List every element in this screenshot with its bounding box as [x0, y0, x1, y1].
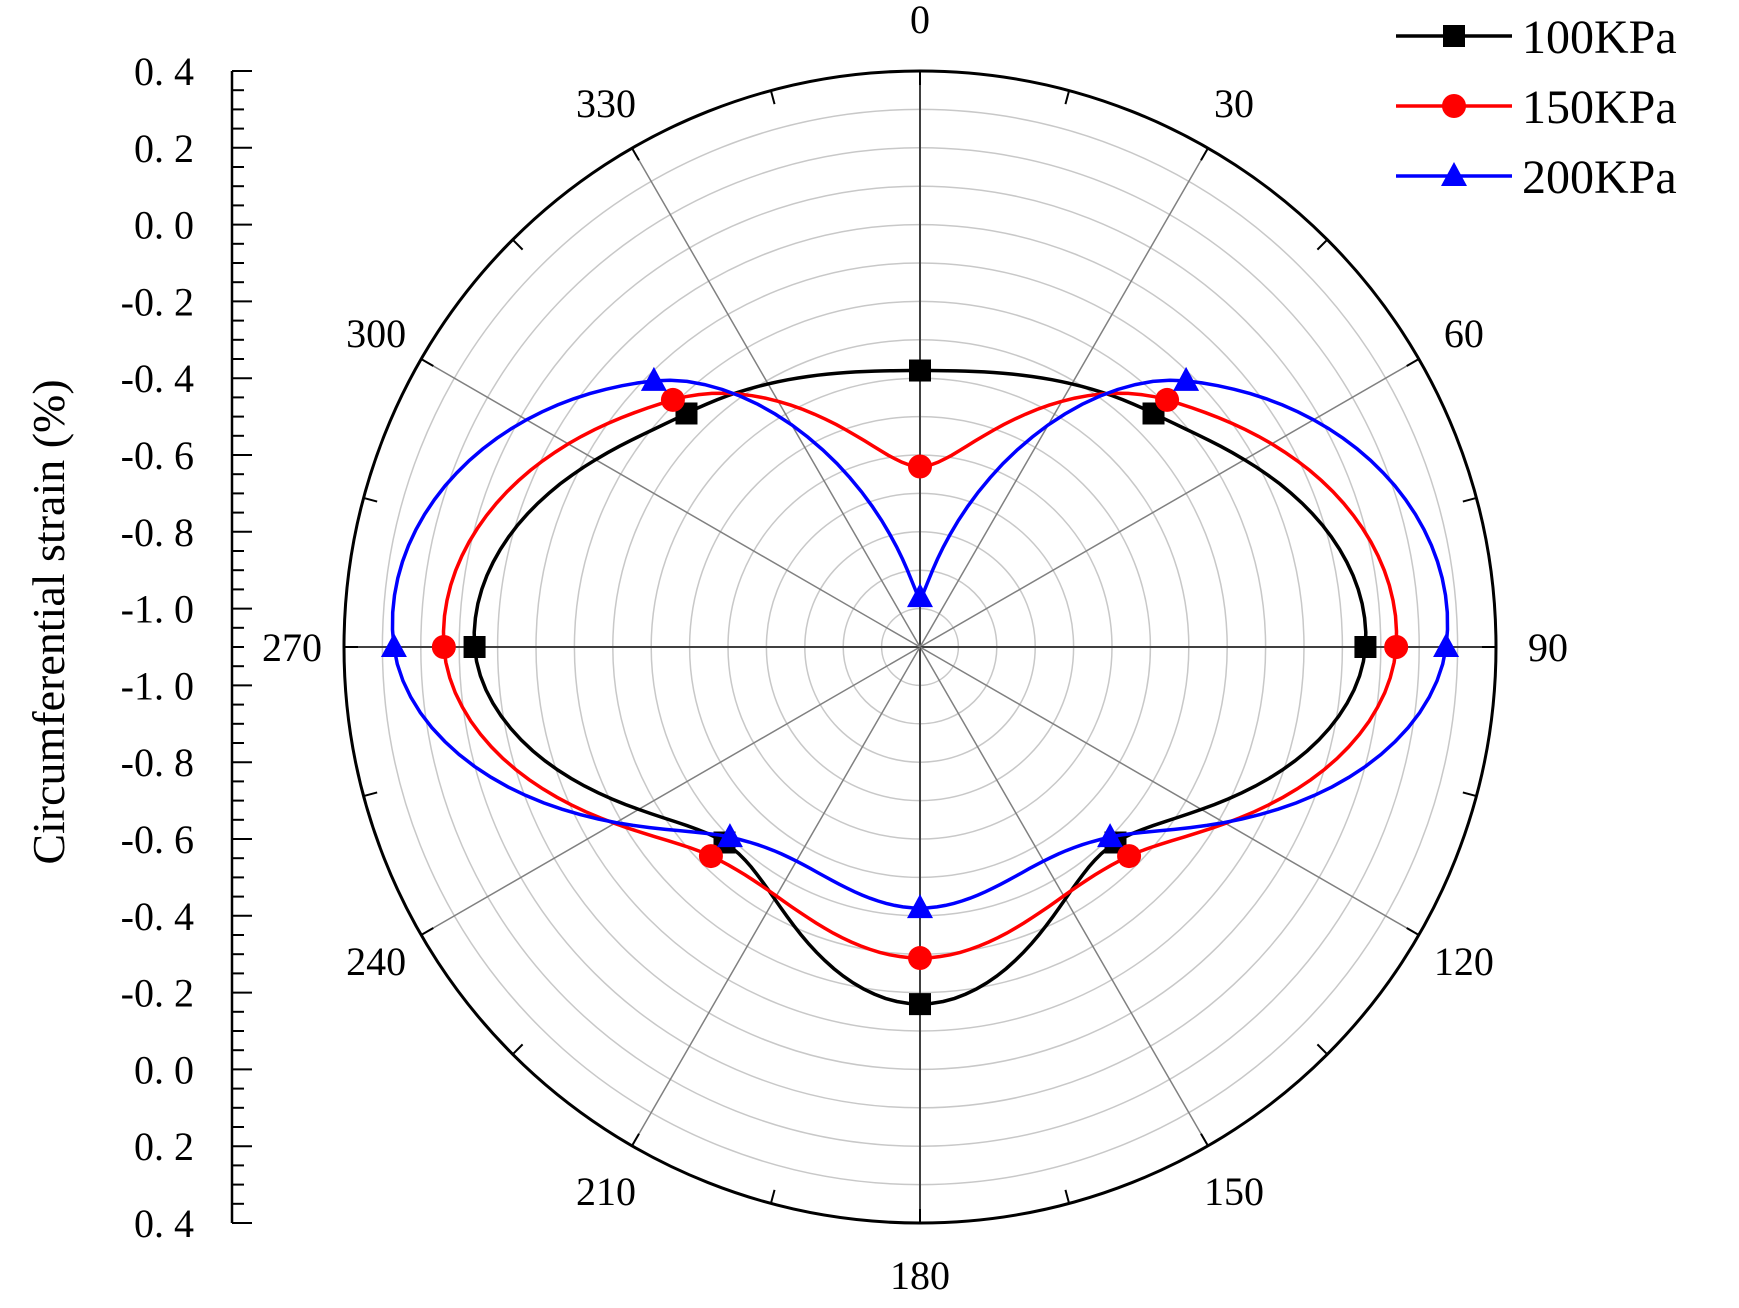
radial-tick-label: 0. 0 [134, 1047, 194, 1092]
data-point [698, 844, 723, 869]
legend-label: 200KPa [1522, 151, 1677, 204]
radial-axis: Circumferential strain (%) 0. 4 0. 2 0. 0 -… [23, 49, 252, 1246]
angular-tick [1316, 1043, 1329, 1056]
angle-label: 90 [1528, 625, 1568, 670]
radial-tick-label: -0. 4 [121, 356, 194, 401]
radial-tick-label: 0. 4 [134, 49, 194, 94]
angular-tick [420, 358, 434, 367]
data-point [1433, 633, 1460, 657]
angular-tick [769, 90, 776, 105]
data-point [1443, 25, 1465, 47]
data-point [908, 454, 932, 479]
series-150KPa [431, 387, 1409, 971]
data-point [463, 636, 486, 658]
data-series [380, 359, 1460, 1016]
grid-spoke [420, 646, 921, 936]
angle-label: 30 [1214, 81, 1254, 126]
radial-tick-label: -0. 2 [121, 279, 194, 324]
angular-tick [1462, 496, 1477, 503]
data-point [380, 633, 407, 657]
radial-tick-label: -0. 6 [121, 817, 194, 862]
data-point [1173, 366, 1200, 391]
radial-tick-label: 0. 4 [134, 1201, 194, 1246]
angular-tick [1064, 1189, 1071, 1204]
radial-tick-label: -0. 6 [121, 433, 194, 478]
angle-label: 120 [1434, 939, 1494, 984]
grid-spoke [631, 147, 921, 648]
radial-tick-label: -1. 0 [121, 587, 194, 632]
data-point [1117, 844, 1142, 869]
grid-spoke [919, 358, 1420, 648]
radial-tick-label: -1. 0 [121, 663, 194, 708]
angular-tick [1462, 791, 1477, 798]
angular-tick [420, 927, 434, 936]
angular-tick [631, 1133, 640, 1147]
grid-spoke [919, 147, 1209, 648]
angular-tick [1200, 1133, 1209, 1147]
angular-tick [511, 1043, 524, 1056]
angle-label: 150 [1204, 1169, 1264, 1214]
angle-label: 180 [890, 1253, 950, 1298]
angular-tick [631, 147, 640, 161]
data-point [1354, 636, 1377, 658]
radial-axis-title: Circumferential strain (%) [23, 379, 74, 864]
angular-tick [363, 496, 378, 503]
radial-tick-label: 0. 0 [134, 203, 194, 248]
angular-tick [511, 238, 524, 251]
data-point [660, 387, 685, 412]
angular-axis: 0 30 60 90 120 150 180 210 240 270 300 330 [262, 0, 1568, 1298]
angle-label: 330 [576, 81, 636, 126]
data-point [1097, 823, 1124, 848]
data-point [716, 823, 743, 848]
angle-label: 240 [346, 939, 406, 984]
angular-tick [363, 791, 378, 798]
angle-label: 210 [576, 1169, 636, 1214]
radial-tick-label: -0. 2 [121, 971, 194, 1016]
polar-grid [342, 69, 1498, 1225]
data-point [1442, 94, 1466, 118]
data-point [909, 993, 931, 1016]
radial-tick-label: 0. 2 [134, 1124, 194, 1169]
angular-tick [1316, 238, 1329, 251]
radial-tick-label: -0. 8 [121, 740, 194, 785]
angular-tick [1200, 147, 1209, 161]
angular-tick [1406, 358, 1420, 367]
grid-spoke [919, 646, 1420, 936]
angular-tick [769, 1189, 776, 1204]
legend-label: 100KPa [1522, 11, 1677, 64]
grid-spoke [420, 358, 921, 648]
data-point [908, 946, 932, 971]
radial-tick-label: -0. 4 [121, 894, 194, 939]
data-point [1441, 162, 1467, 186]
angular-tick [1406, 927, 1420, 936]
radial-tick-label: 0. 2 [134, 126, 194, 171]
angle-label: 60 [1444, 311, 1484, 356]
data-point [907, 583, 933, 608]
angle-label: 270 [262, 625, 322, 670]
radial-tick-label: -0. 8 [121, 510, 194, 555]
legend-label: 150KPa [1522, 81, 1677, 134]
angle-label: 0 [910, 0, 930, 42]
data-point [640, 366, 667, 391]
angle-label: 300 [346, 311, 406, 356]
data-point [1384, 635, 1409, 659]
angular-tick [1064, 90, 1071, 105]
data-point [431, 635, 456, 659]
series-200KPa [380, 366, 1460, 919]
data-point [909, 359, 931, 382]
data-point [1155, 387, 1180, 412]
legend: 100KPa 150KPa 200KPa [1396, 11, 1677, 204]
data-point [907, 894, 933, 919]
